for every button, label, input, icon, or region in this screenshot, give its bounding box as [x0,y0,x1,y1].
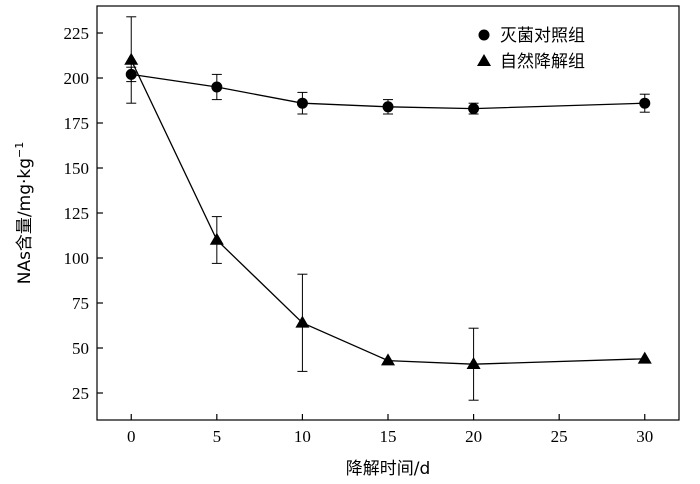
legend-marker-circle [478,29,490,41]
data-point-circle [296,97,308,109]
series-line-1 [131,73,645,110]
data-point-triangle [637,351,652,364]
data-point-circle [639,97,651,109]
x-tick-label: 20 [465,427,482,446]
x-axis-label: 降解时间/d [346,459,431,479]
x-tick-label: 25 [551,427,568,446]
y-axis-label-main: NAs含量/mg·kg [15,158,35,284]
data-point-triangle [466,357,481,369]
y-axis-label: NAs含量/mg·kg−1 [13,142,35,285]
y-tick-label: 100 [64,249,90,268]
data-point-circle [468,103,480,115]
x-tick-label: 15 [380,427,397,446]
data-point-triangle [209,232,224,245]
y-tick-label: 225 [64,24,90,43]
y-axis-label-superscript: −1 [13,142,26,158]
y-tick-label: 125 [64,204,90,223]
series-line-2 [130,59,645,365]
x-tick-label: 10 [294,427,311,446]
y-tick-label: 50 [72,339,89,358]
x-tick-label: 5 [213,427,222,446]
y-tick-label: 175 [64,114,90,133]
x-tick-label: 30 [636,427,653,446]
legend-label: 灭菌对照组 [500,26,585,46]
x-tick-label: 0 [127,427,136,446]
data-point-circle [211,81,223,93]
data-point-triangle [295,315,310,328]
y-tick-label: 150 [64,159,90,178]
legend-marker-triangle [477,54,491,66]
data-point-triangle [124,52,139,65]
legend-label: 自然降解组 [500,52,585,72]
y-tick-label: 200 [64,69,90,88]
data-point-triangle [381,353,395,366]
y-tick-label: 75 [72,294,89,313]
data-point-circle [382,101,394,113]
y-tick-label: 25 [72,384,89,403]
